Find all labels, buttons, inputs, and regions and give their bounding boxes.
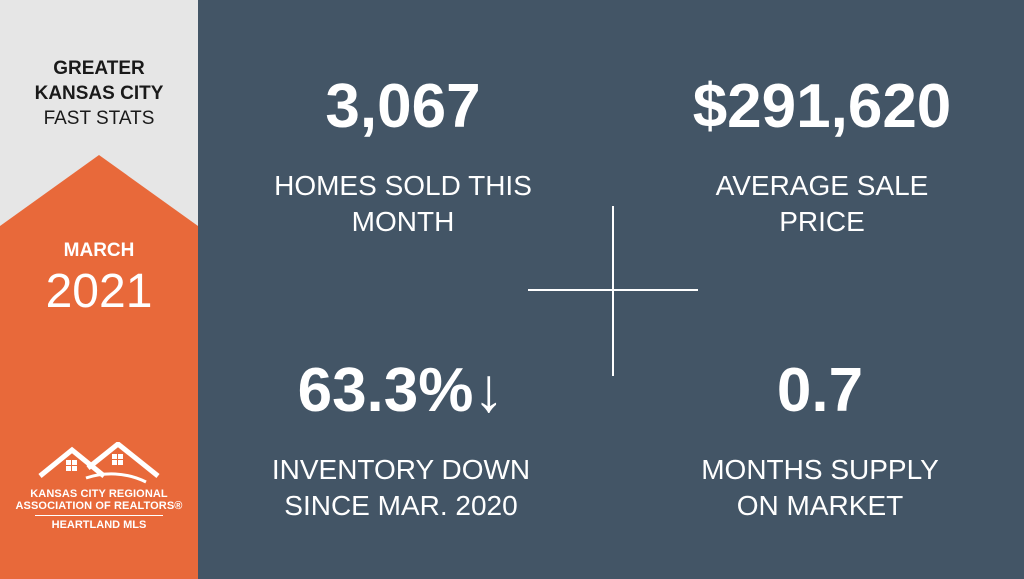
- title-line-1: GREATER: [53, 58, 145, 79]
- stat-average-price: $291,620 AVERAGE SALE PRICE: [652, 72, 992, 240]
- orange-arrow-banner: [0, 155, 198, 579]
- cross-divider-vertical: [612, 206, 614, 376]
- stat-months-supply: 0.7 MONTHS SUPPLY ON MARKET: [650, 356, 990, 524]
- stat-value: 3,067: [325, 72, 481, 141]
- year-label: 2021: [45, 265, 153, 318]
- stat-label: AVERAGE SALE PRICE: [715, 170, 929, 237]
- stat-label: HOMES SOLD THIS MONTH: [274, 170, 532, 237]
- logo-text-line-2: ASSOCIATION OF REALTORS®: [15, 500, 183, 512]
- stat-label: MONTHS SUPPLY ON MARKET: [701, 454, 939, 521]
- sidebar-title: GREATER KANSAS CITY FAST STATS: [0, 56, 198, 131]
- stat-label: INVENTORY DOWN SINCE MAR. 2020: [271, 454, 531, 521]
- stat-homes-sold: 3,067 HOMES SOLD THIS MONTH: [233, 72, 573, 240]
- sidebar: GREATER KANSAS CITY FAST STATS MARCH 202…: [0, 0, 198, 579]
- stat-value: 63.3%↓: [297, 356, 505, 425]
- subtitle: FAST STATS: [43, 108, 155, 129]
- month-label: MARCH: [63, 240, 135, 261]
- stat-value: $291,620: [692, 72, 952, 141]
- kcrar-logo: KANSAS CITY REGIONAL ASSOCIATION OF REAL…: [0, 442, 198, 531]
- logo-divider: [35, 515, 163, 516]
- title-line-2: KANSAS CITY: [34, 83, 164, 104]
- house-roofs-icon: [38, 442, 160, 484]
- logo-text-line-1: KANSAS CITY REGIONAL: [30, 488, 168, 500]
- logo-text-line-3: HEARTLAND MLS: [51, 519, 147, 531]
- stat-value: 0.7: [776, 356, 864, 425]
- stat-inventory: 63.3%↓ INVENTORY DOWN SINCE MAR. 2020: [231, 356, 571, 524]
